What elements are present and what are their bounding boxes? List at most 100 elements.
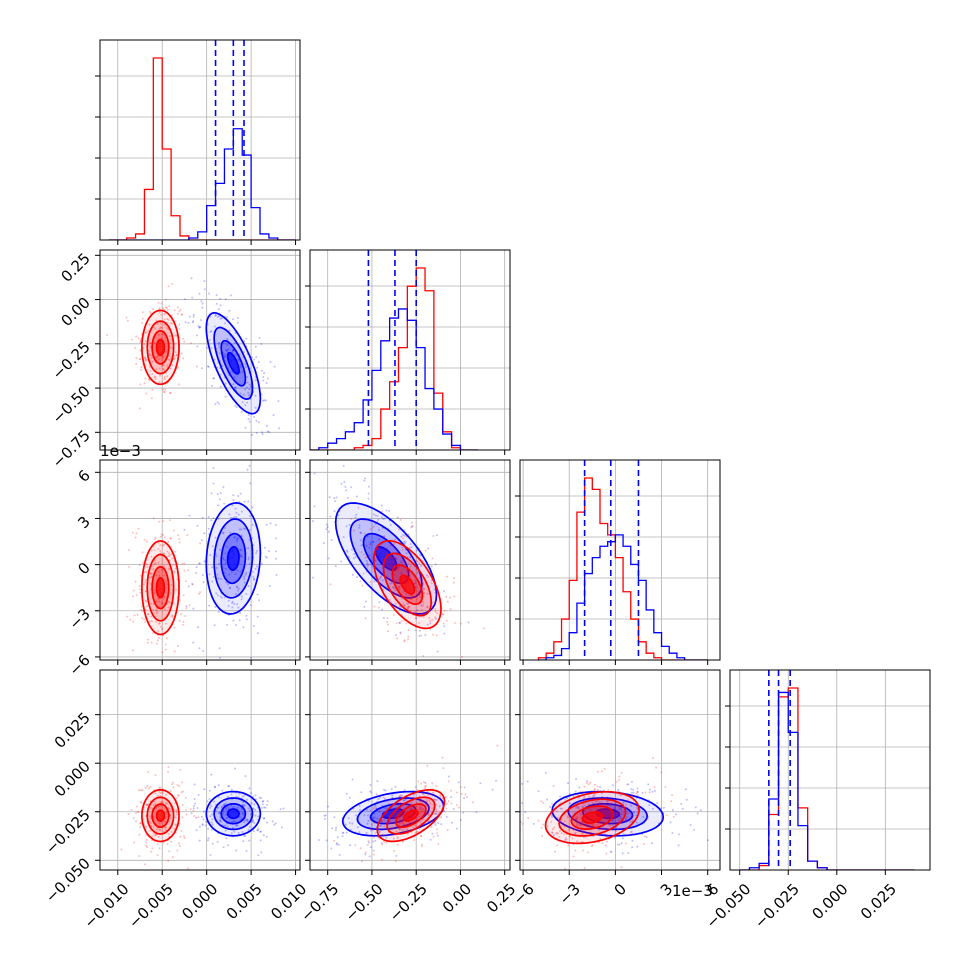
scatter-point-red [160, 333, 163, 336]
scatter-point-blue [245, 386, 248, 389]
scatter-point-blue [214, 403, 217, 406]
scatter-point-red [395, 569, 398, 572]
scatter-point-blue [219, 656, 222, 659]
scatter-point-blue [219, 304, 222, 307]
scatter-point-blue [217, 341, 220, 344]
scatter-point-blue [197, 794, 200, 797]
scatter-point-blue [206, 346, 209, 349]
x-tick-label-0: −0.010 [81, 880, 133, 932]
scatter-point-blue [234, 820, 237, 823]
scatter-point-red [584, 836, 587, 839]
scatter-point-blue [223, 355, 226, 358]
scatter-point-blue [244, 819, 247, 822]
scatter-point-red [154, 792, 157, 795]
scatter-point-blue [382, 616, 385, 619]
scatter-point-red [145, 844, 148, 847]
scatter-point-red [141, 789, 144, 792]
scatter-point-red [384, 599, 387, 602]
scatter-point-red [423, 587, 426, 590]
scatter-point-blue [269, 361, 272, 364]
scatter-point-red [566, 815, 569, 818]
scatter-point-red [415, 616, 418, 619]
scatter-point-red [399, 632, 402, 635]
scatter-point-red [418, 576, 421, 579]
scatter-point-blue [225, 349, 228, 352]
scatter-point-red [161, 651, 164, 654]
scatter-point-red [162, 574, 165, 577]
panel-grid-2-2 [515, 460, 720, 665]
scatter-point-blue [243, 500, 246, 503]
scatter-point-blue [234, 535, 237, 538]
scatter-point-blue [243, 527, 246, 530]
scatter-point-blue [239, 492, 242, 495]
scatter-point-blue [696, 812, 699, 815]
scatter-point-blue [366, 563, 369, 566]
scatter-point-red [169, 392, 172, 395]
scatter-point-blue [257, 854, 260, 857]
scatter-point-blue [378, 538, 381, 541]
scatter-point-blue [231, 606, 234, 609]
scatter-point-red [580, 823, 583, 826]
scatter-point-blue [196, 334, 199, 337]
scatter-point-blue [232, 619, 235, 622]
scatter-point-red [152, 832, 155, 835]
scatter-point-red [158, 822, 161, 825]
scatter-point-red [134, 820, 137, 823]
scatter-point-blue [437, 834, 440, 837]
scatter-point-blue [328, 496, 331, 499]
scatter-point-red [421, 792, 424, 795]
scatter-point-red [173, 626, 176, 629]
scatter-point-red [158, 600, 161, 603]
scatter-point-red [434, 608, 437, 611]
scatter-point-blue [238, 792, 241, 795]
scatter-point-blue [380, 504, 383, 507]
scatter-point-red [168, 554, 171, 557]
scatter-point-red [172, 786, 175, 789]
scatter-point-blue [592, 794, 595, 797]
scatter-point-red [401, 814, 404, 817]
scatter-point-blue [258, 796, 261, 799]
scatter-point-blue [333, 816, 336, 819]
scatter-point-red [137, 337, 140, 340]
scatter-point-blue [264, 555, 267, 558]
scatter-point-red [189, 342, 192, 345]
density-contour-red [155, 576, 166, 599]
scatter-point-red [396, 837, 399, 840]
panel-grid-0-0 [95, 40, 300, 245]
scatter-point-blue [232, 494, 235, 497]
scatter-point-red [607, 823, 610, 826]
scatter-point-red [168, 305, 171, 308]
scatter-point-red [383, 819, 386, 822]
scatter-point-blue [336, 842, 339, 845]
scatter-point-red [177, 366, 180, 369]
scatter-point-blue [437, 822, 440, 825]
scatter-point-red [403, 590, 406, 593]
scatter-point-red [602, 827, 605, 830]
scatter-point-blue [273, 365, 276, 368]
scatter-point-blue [236, 321, 239, 324]
scatter-point-blue [233, 516, 236, 519]
scatter-point-red [149, 572, 152, 575]
scatter-point-blue [254, 567, 257, 570]
scatter-point-blue [230, 516, 233, 519]
scatter-point-red [414, 831, 417, 834]
scatter-point-blue [246, 798, 249, 801]
scatter-point-red [431, 807, 434, 810]
scatter-point-red [622, 833, 625, 836]
scatter-point-red [148, 620, 151, 623]
scatter-point-red [555, 832, 558, 835]
scatter-point-red [598, 802, 601, 805]
scatter-point-red [394, 816, 397, 819]
scatter-point-red [161, 544, 164, 547]
scatter-point-red [157, 805, 160, 808]
scatter-point-red [564, 798, 567, 801]
scatter-point-red [130, 808, 133, 811]
scatter-point-blue [642, 815, 645, 818]
scatter-point-red [159, 535, 162, 538]
scatter-point-blue [212, 482, 215, 485]
scatter-point-red [402, 813, 405, 816]
scatter-point-red [393, 814, 396, 817]
scatter-point-red [145, 331, 148, 334]
scatter-point-blue [257, 827, 260, 830]
scatter-point-blue [675, 813, 678, 816]
